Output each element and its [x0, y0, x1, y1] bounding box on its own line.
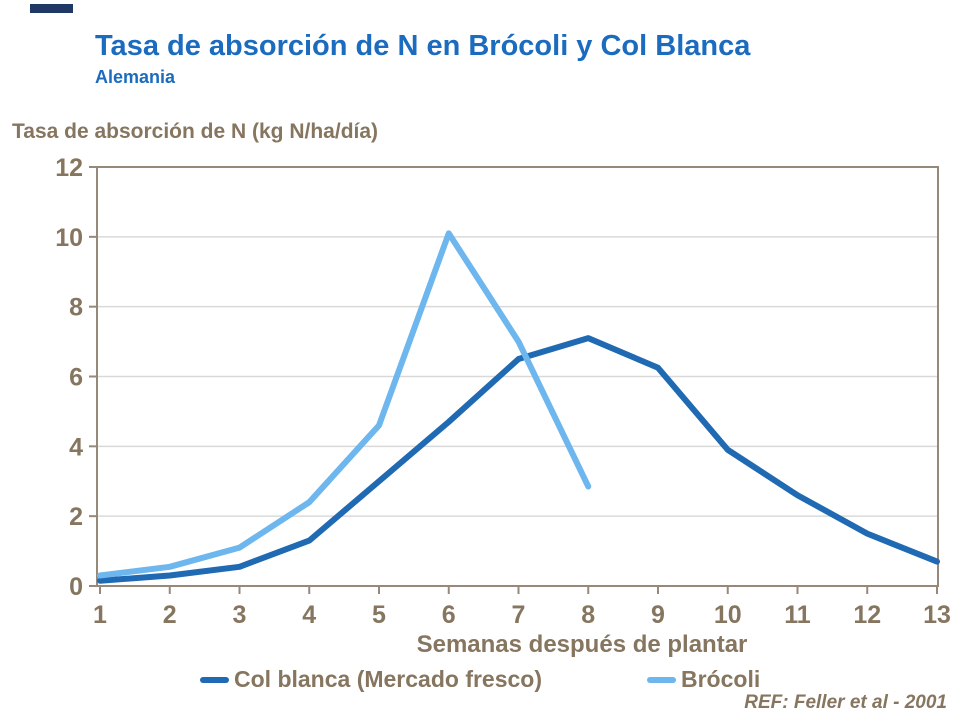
x-tick-label: 6 [442, 601, 456, 629]
col-blanca-line [97, 335, 940, 584]
corner-mark [30, 4, 73, 13]
x-tick-label: 10 [714, 601, 742, 629]
page-subtitle: Alemania [95, 67, 176, 87]
x-tick-label: 3 [233, 601, 247, 629]
x-tick-label: 8 [581, 601, 595, 629]
legend-item-brocoli: Brócoli [647, 666, 760, 693]
legend-label-brocoli: Brócoli [681, 666, 761, 692]
x-tick-label: 2 [163, 601, 177, 629]
x-tick-label: 11 [784, 601, 811, 629]
y-tick-label: 0 [69, 573, 83, 601]
x-tick-label: 7 [512, 601, 526, 629]
x-tick-label: 4 [302, 601, 316, 629]
y-tick-label: 12 [55, 154, 83, 182]
y-tick-label: 4 [69, 433, 83, 461]
x-tick-label: 13 [923, 601, 951, 629]
legend-label-col-blanca: Col blanca (Mercado fresco) [234, 666, 543, 692]
y-axis-title: Tasa de absorción de N (kg N/ha/día) [12, 120, 379, 143]
col-blanca-line-swatch [200, 676, 229, 683]
page-title: Tasa de absorción de N en Brócoli y Col … [95, 30, 751, 62]
x-tick-label: 9 [651, 601, 665, 629]
y-tick-label: 6 [69, 364, 83, 392]
y-tick-label: 10 [55, 224, 83, 252]
legend-item-col-blanca: Col blanca (Mercado fresco) [200, 666, 542, 693]
brocoli-line [97, 230, 592, 579]
y-tick-label: 8 [69, 294, 83, 322]
x-axis-title: Semanas después de plantar [416, 631, 748, 658]
x-tick-label: 5 [372, 601, 386, 629]
x-tick-label: 12 [853, 601, 881, 629]
reference-text: REF: Feller et al - 2001 [744, 692, 947, 713]
x-tick-label: 1 [93, 601, 107, 629]
brocoli-line-swatch [647, 676, 676, 683]
y-tick-label: 2 [69, 503, 83, 531]
